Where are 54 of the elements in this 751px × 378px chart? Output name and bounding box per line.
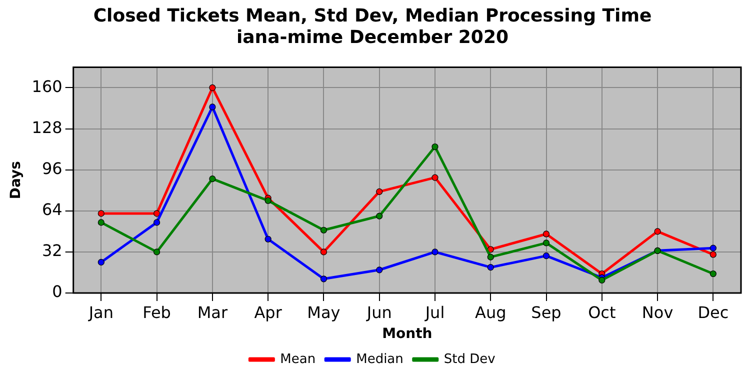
point [376,188,383,195]
point [98,219,104,226]
x-tick-label: Jan [88,302,114,322]
point [209,104,216,110]
y-tick-label: 32 [42,241,62,260]
point [432,143,438,150]
point [320,276,328,282]
point [432,248,438,256]
x-tick-label: Nov [642,302,674,322]
point [153,248,160,256]
point [487,264,494,271]
x-tick-label: Feb [142,302,171,322]
point [542,252,550,260]
x-tick-label: Jul [424,302,445,322]
x-tick-label: Oct [588,302,616,322]
x-tick-label: Jun [366,302,392,322]
legend-label: Median [356,352,404,367]
point [710,244,716,252]
point [376,212,383,220]
y-axis-title: Days [8,161,24,200]
point [487,254,494,260]
chart-title: Closed Tickets Mean, Std Dev, Median Processing Time iana-mime December 2020 [93,5,652,48]
point [598,276,606,284]
point [209,84,216,92]
point [654,228,661,235]
x-axis-title: Month [382,326,432,342]
x-tick-label: Dec [698,302,729,322]
y-tick-label: 128 [32,118,62,137]
point [542,240,550,246]
point [153,219,160,226]
point [98,258,104,266]
legend-label: Mean [280,352,316,367]
point [710,270,716,278]
y-tick-label: 96 [42,158,62,178]
point [264,197,272,204]
point [320,226,328,234]
point [320,248,328,256]
point [153,210,160,217]
legend-label: Std Dev [444,352,496,367]
point [98,210,104,217]
point [710,251,716,258]
x-tick-label: Mar [197,302,228,322]
point [376,266,383,274]
point [264,236,272,242]
x-tick-label: Apr [254,302,282,322]
y-tick-label: 0 [52,282,62,302]
point [209,176,216,182]
x-tick-label: Sep [531,302,562,322]
x-tick-label: May [307,302,340,322]
y-tick-label: 64 [42,200,62,220]
point [542,230,550,238]
y-tick-label: 160 [32,76,62,96]
point [432,174,438,181]
x-tick-label: Aug [475,302,506,322]
